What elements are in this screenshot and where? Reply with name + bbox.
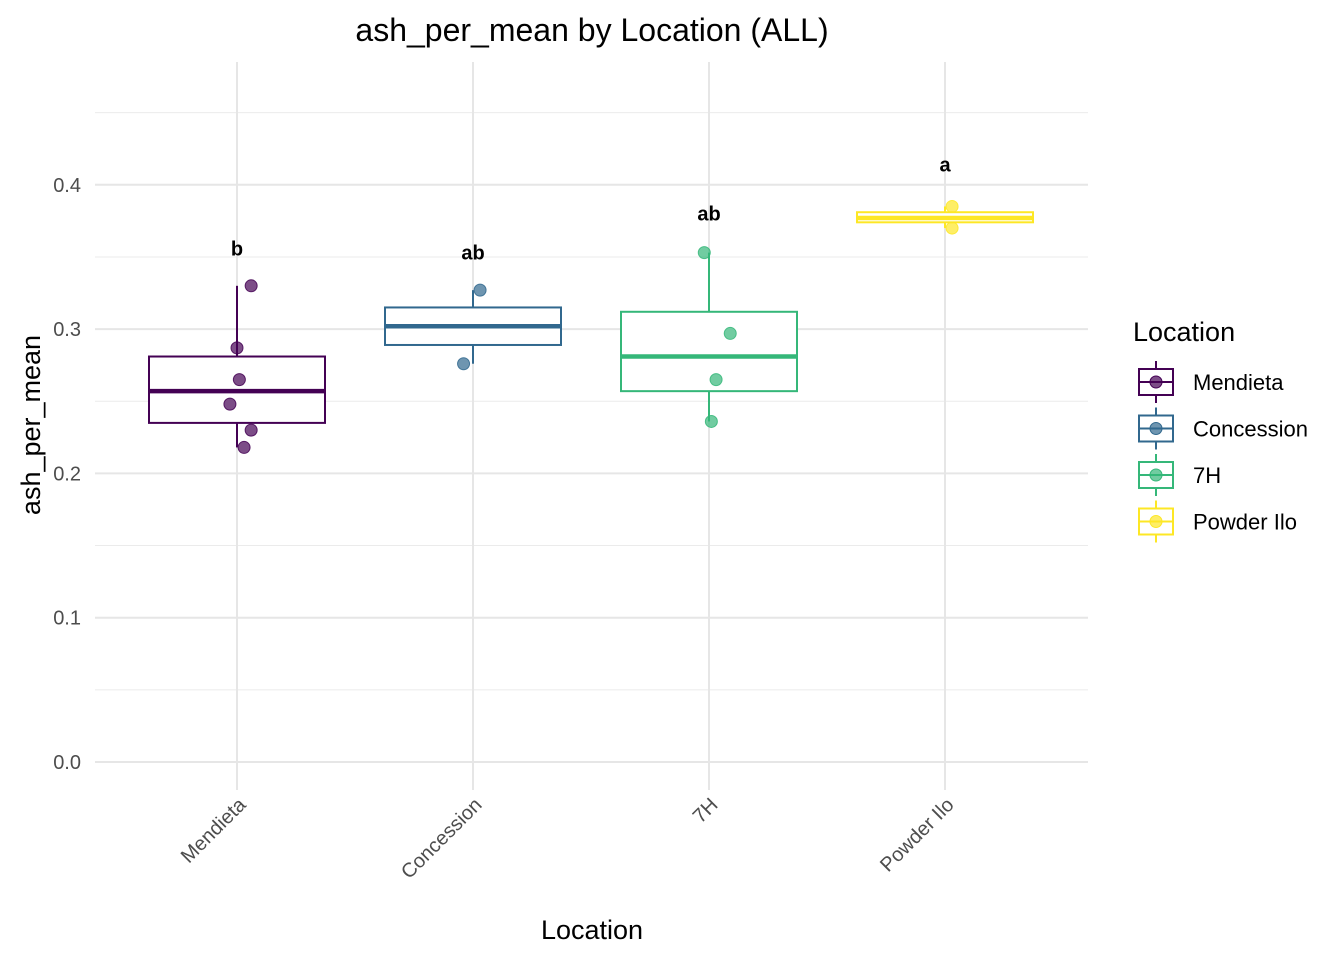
data-point [244, 279, 258, 293]
data-point [723, 326, 737, 340]
x-tick-label: Powder Ilo [876, 794, 958, 876]
data-point [244, 423, 258, 437]
legend-key-point [1149, 375, 1163, 389]
x-tick-label: 7H [689, 794, 723, 828]
jitter-points [223, 199, 959, 454]
y-axis: 0.0 0.1 0.2 0.3 0.4 [53, 175, 81, 774]
significance-letter: ab [697, 204, 720, 226]
legend-title: Location [1133, 317, 1235, 347]
data-point [457, 357, 471, 371]
significance-letter: b [231, 238, 243, 260]
legend-label: Mendieta [1193, 370, 1284, 395]
y-tick-label: 0.3 [53, 319, 81, 341]
data-point [709, 373, 723, 387]
y-tick-label: 0.4 [53, 175, 81, 197]
y-axis-title: ash_per_mean [16, 335, 46, 515]
chart-title: ash_per_mean by Location (ALL) [355, 12, 828, 48]
legend-key-point [1149, 468, 1163, 482]
data-point [473, 283, 487, 297]
box-concession [384, 290, 562, 364]
legend-item: Mendieta [1138, 361, 1284, 403]
box-series [148, 206, 1034, 448]
box-mendieta [148, 285, 326, 448]
legend-item: Powder Ilo [1138, 500, 1297, 543]
data-point [697, 246, 711, 260]
x-axis-title: Location [541, 915, 643, 945]
significance-letter: ab [461, 243, 484, 265]
x-tick-label: Mendieta [177, 793, 251, 867]
box-powder-ilo [856, 206, 1034, 229]
data-point [945, 199, 959, 213]
x-axis: Mendieta Concession 7H Powder Ilo [177, 793, 959, 883]
data-point [237, 440, 251, 454]
legend-label: 7H [1193, 463, 1221, 488]
y-tick-label: 0.1 [53, 608, 81, 630]
significance-letter: a [939, 155, 951, 177]
legend-item: Concession [1138, 407, 1308, 450]
y-tick-label: 0.2 [53, 463, 81, 485]
data-point [704, 414, 718, 428]
x-tick-label: Concession [397, 794, 486, 883]
significance-letters: b ab ab a [231, 155, 952, 265]
data-point [232, 373, 246, 387]
legend-label: Concession [1193, 417, 1308, 442]
legend-label: Powder Ilo [1193, 510, 1297, 535]
legend-key-point [1149, 422, 1163, 435]
legend-key-point [1149, 515, 1163, 528]
legend: Location Mendieta Concession 7H Powder Ilo [1133, 317, 1308, 543]
y-tick-label: 0.0 [53, 752, 81, 774]
legend-item: 7H [1138, 454, 1221, 496]
data-point [223, 397, 237, 411]
box-iqr [620, 310, 798, 393]
box-7h [620, 252, 798, 422]
data-point [945, 221, 959, 235]
data-point [230, 341, 244, 355]
